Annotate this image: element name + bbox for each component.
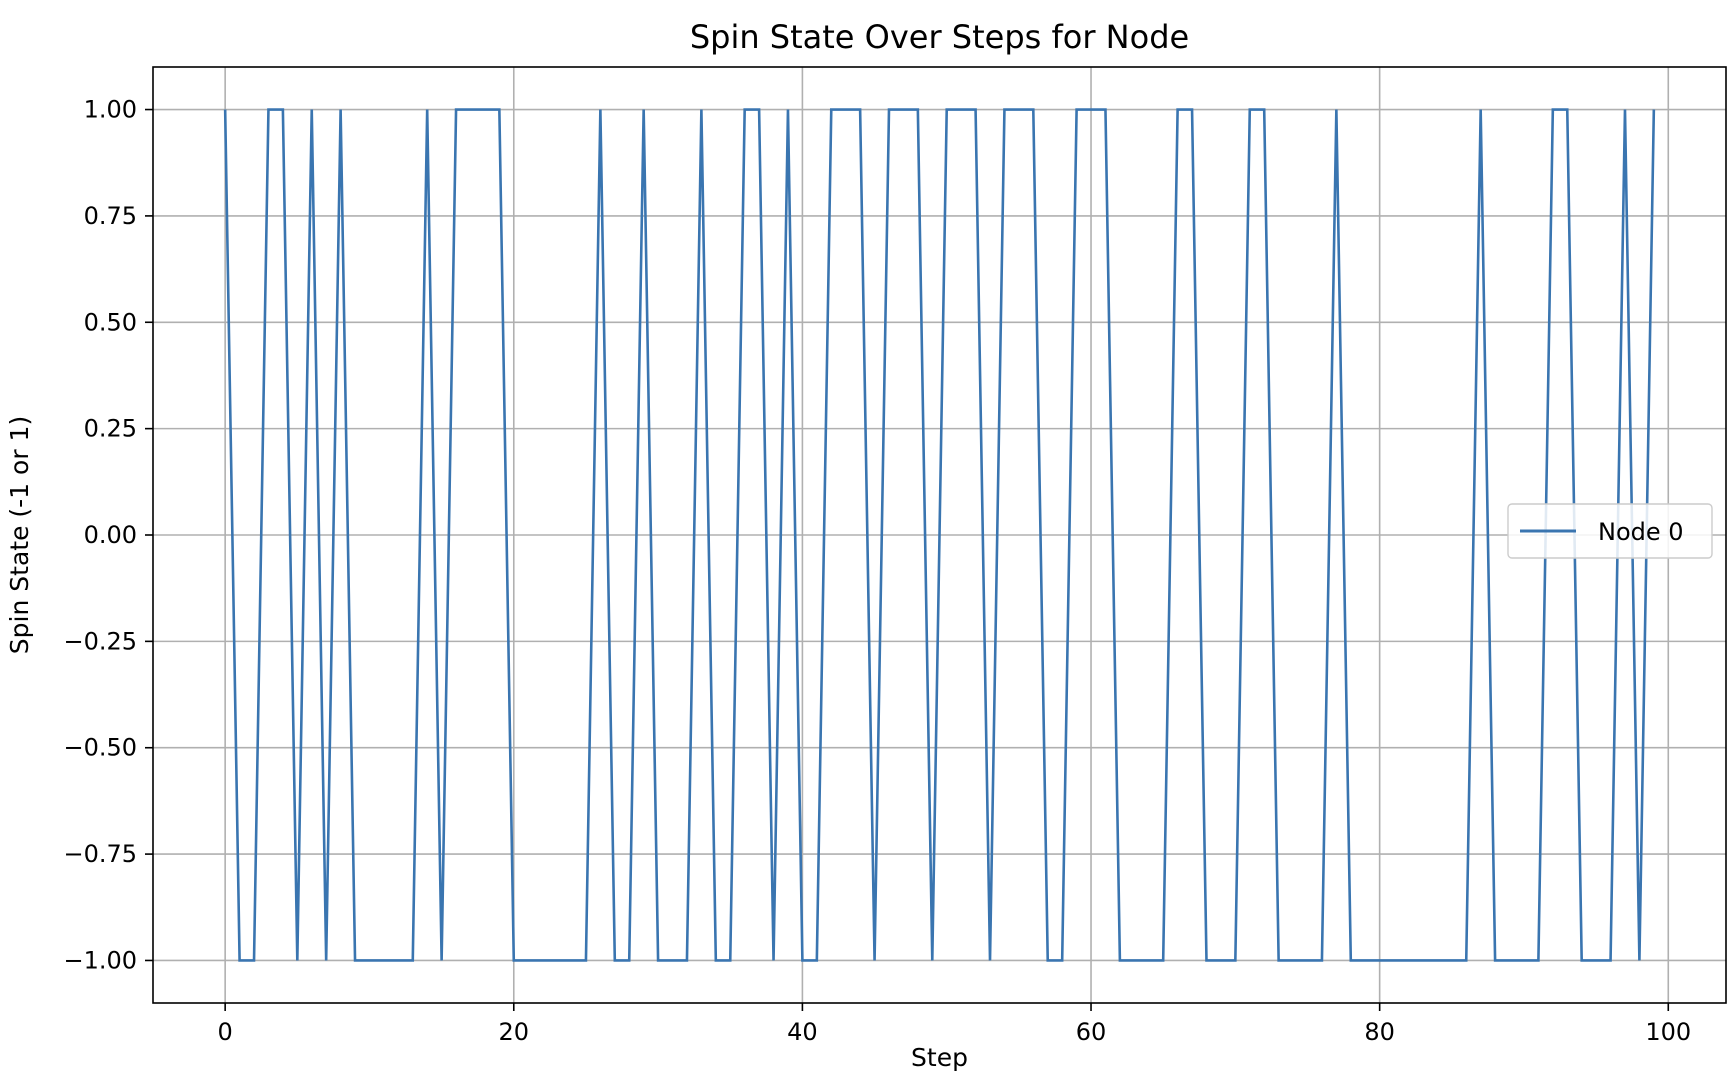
y-tick-label: 0.50 — [84, 308, 137, 336]
series-line-node-0 — [223, 108, 1656, 962]
y-tick-label: −0.75 — [63, 840, 137, 868]
y-tick-label: −0.25 — [63, 627, 137, 655]
y-tick-label: 1.00 — [84, 96, 137, 124]
x-tick-label: 100 — [1645, 1018, 1691, 1046]
x-tick-label: 0 — [218, 1018, 233, 1046]
x-axis-label: Step — [911, 1043, 968, 1072]
chart-title: Spin State Over Steps for Node — [690, 18, 1189, 56]
x-tick-label: 60 — [1076, 1018, 1107, 1046]
y-tick-label: 0.75 — [84, 202, 137, 230]
legend: Node 0 — [1507, 503, 1713, 559]
ticks-layer: 0 20 40 60 80 100 1.00 0.75 0.50 0.25 0.00 −0.25 −0.… — [63, 96, 1691, 1046]
y-tick-label: 0.25 — [84, 415, 137, 443]
y-axis-label: Spin State (-1 or 1) — [5, 416, 34, 654]
series-layer — [223, 108, 1656, 962]
legend-box — [1507, 503, 1713, 559]
y-tick-label: 0.00 — [84, 521, 137, 549]
y-tick-label: −1.00 — [63, 946, 137, 974]
x-tick-label: 20 — [499, 1018, 530, 1046]
y-tick-label: −0.50 — [63, 734, 137, 762]
x-tick-label: 80 — [1364, 1018, 1395, 1046]
x-tick-label: 40 — [787, 1018, 818, 1046]
legend-label-node-0: Node 0 — [1598, 518, 1684, 546]
